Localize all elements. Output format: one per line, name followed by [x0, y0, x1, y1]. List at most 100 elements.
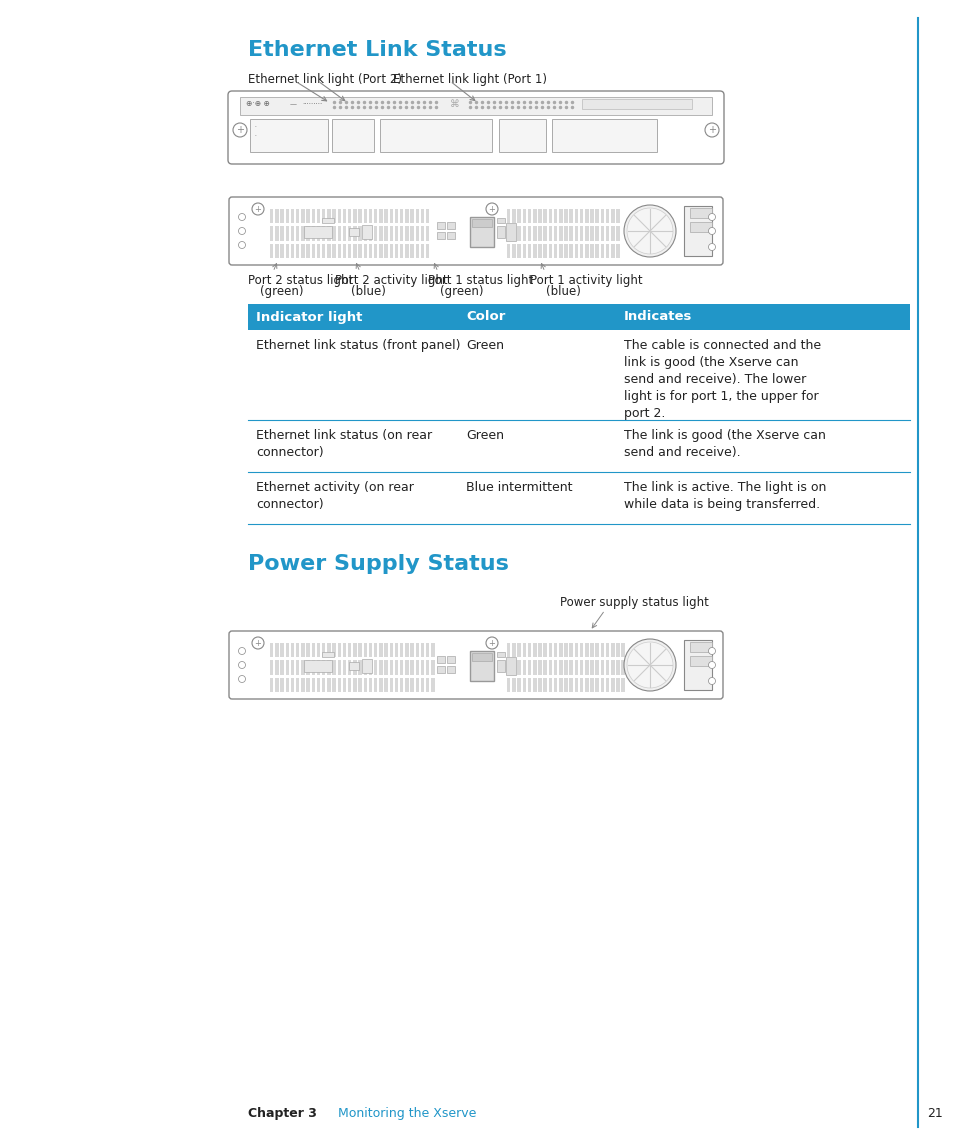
Bar	[384, 244, 388, 258]
Bar	[548, 210, 552, 223]
Bar	[274, 643, 278, 657]
Bar	[322, 244, 325, 258]
Bar	[405, 643, 408, 657]
Bar	[683, 640, 711, 690]
Text: The cable is connected and the
link is good (the Xserve can
send and receive). T: The cable is connected and the link is g…	[623, 339, 821, 420]
Bar	[600, 210, 603, 223]
Bar	[554, 661, 557, 674]
Bar	[579, 678, 582, 692]
Bar	[342, 661, 346, 674]
Bar	[304, 226, 332, 238]
Bar	[358, 678, 361, 692]
Bar	[374, 227, 377, 240]
Bar	[280, 661, 284, 674]
Bar	[426, 661, 429, 674]
Bar	[274, 227, 278, 240]
Text: +: +	[488, 639, 495, 648]
Bar	[384, 643, 388, 657]
Bar	[616, 643, 619, 657]
Bar	[420, 643, 424, 657]
Bar	[291, 210, 294, 223]
Bar	[569, 661, 573, 674]
Bar	[285, 210, 289, 223]
Bar	[358, 227, 361, 240]
Circle shape	[238, 213, 245, 221]
Bar	[512, 210, 516, 223]
Circle shape	[708, 648, 715, 655]
Text: +: +	[235, 125, 244, 135]
Bar	[558, 244, 562, 258]
Bar	[431, 661, 435, 674]
Bar	[342, 643, 346, 657]
Bar	[584, 661, 588, 674]
Bar	[369, 643, 372, 657]
Bar	[416, 227, 418, 240]
Bar	[616, 244, 619, 258]
Bar	[332, 210, 335, 223]
Bar	[522, 244, 525, 258]
Circle shape	[704, 123, 719, 137]
Bar	[274, 678, 278, 692]
Bar	[590, 678, 593, 692]
Bar	[353, 661, 356, 674]
Text: Ethernet link status (on rear
connector): Ethernet link status (on rear connector)	[255, 429, 432, 459]
Bar	[558, 227, 562, 240]
Bar	[410, 244, 414, 258]
Bar	[399, 210, 403, 223]
Bar	[506, 210, 510, 223]
Text: Port 2 activity light: Port 2 activity light	[335, 274, 447, 287]
Text: Ethernet activity (on rear
connector): Ethernet activity (on rear connector)	[255, 481, 414, 511]
Bar	[327, 643, 331, 657]
Bar	[436, 222, 444, 229]
Bar	[554, 227, 557, 240]
Bar	[584, 643, 588, 657]
Bar	[327, 678, 331, 692]
Bar	[472, 219, 492, 227]
Bar	[522, 678, 525, 692]
Bar	[426, 643, 429, 657]
Bar	[358, 210, 361, 223]
Circle shape	[238, 228, 245, 235]
Bar	[447, 222, 455, 229]
Bar	[312, 643, 314, 657]
Bar	[358, 661, 361, 674]
Bar	[689, 222, 711, 232]
Text: Power supply status light: Power supply status light	[559, 597, 708, 609]
Bar	[301, 661, 304, 674]
Bar	[399, 678, 403, 692]
Bar	[558, 643, 562, 657]
Circle shape	[252, 637, 264, 649]
Circle shape	[238, 676, 245, 682]
Bar	[332, 244, 335, 258]
Bar	[569, 678, 573, 692]
Circle shape	[623, 205, 676, 256]
Bar	[306, 678, 310, 692]
Bar	[620, 678, 624, 692]
Bar	[291, 643, 294, 657]
FancyBboxPatch shape	[228, 90, 723, 164]
Bar	[389, 244, 393, 258]
Bar	[506, 244, 510, 258]
Bar	[316, 244, 320, 258]
Bar	[332, 661, 335, 674]
Bar	[410, 643, 414, 657]
Circle shape	[485, 203, 497, 215]
Bar	[420, 678, 424, 692]
Text: (blue): (blue)	[351, 285, 385, 298]
Bar	[291, 678, 294, 692]
Bar	[270, 227, 274, 240]
Bar	[337, 227, 341, 240]
Bar	[337, 661, 341, 674]
Bar	[548, 244, 552, 258]
Bar	[389, 678, 393, 692]
Bar	[378, 678, 382, 692]
Circle shape	[708, 228, 715, 235]
Bar	[395, 227, 398, 240]
Text: Indicator light: Indicator light	[255, 310, 362, 324]
Bar	[522, 210, 525, 223]
Text: Ethernet link status (front panel): Ethernet link status (front panel)	[255, 339, 460, 352]
Bar	[285, 244, 289, 258]
Bar	[689, 642, 711, 652]
Circle shape	[252, 203, 264, 215]
Bar	[610, 643, 614, 657]
